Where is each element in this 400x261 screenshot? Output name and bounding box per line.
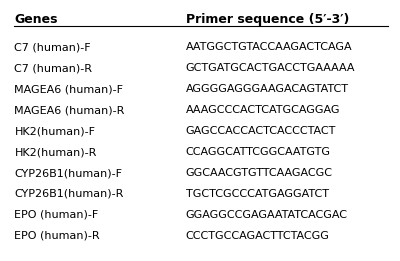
Text: C7 (human)-F: C7 (human)-F: [14, 42, 91, 52]
Text: EPO (human)-R: EPO (human)-R: [14, 231, 100, 241]
Text: GAGCCACCACTCACCCTACT: GAGCCACCACTCACCCTACT: [186, 126, 336, 136]
Text: GGAGGCCGAGAATATCACGAC: GGAGGCCGAGAATATCACGAC: [186, 210, 348, 220]
Text: Genes: Genes: [14, 13, 58, 26]
Text: Primer sequence (5′-3′): Primer sequence (5′-3′): [186, 13, 349, 26]
Text: GGCAACGTGTTCAAGACGC: GGCAACGTGTTCAAGACGC: [186, 168, 333, 178]
Text: MAGEA6 (human)-F: MAGEA6 (human)-F: [14, 84, 124, 94]
Text: AGGGGAGGGAAGACAGTATCT: AGGGGAGGGAAGACAGTATCT: [186, 84, 349, 94]
Text: CYP26B1(human)-R: CYP26B1(human)-R: [14, 189, 124, 199]
Text: TGCTCGCCCATGAGGATCT: TGCTCGCCCATGAGGATCT: [186, 189, 329, 199]
Text: MAGEA6 (human)-R: MAGEA6 (human)-R: [14, 105, 125, 115]
Text: C7 (human)-R: C7 (human)-R: [14, 63, 92, 73]
Text: GCTGATGCACTGACCTGAAAAA: GCTGATGCACTGACCTGAAAAA: [186, 63, 355, 73]
Text: CYP26B1(human)-F: CYP26B1(human)-F: [14, 168, 122, 178]
Text: CCAGGCATTCGGCAATGTG: CCAGGCATTCGGCAATGTG: [186, 147, 331, 157]
Text: HK2(human)-R: HK2(human)-R: [14, 147, 97, 157]
Text: AAAGCCCACTCATGCAGGAG: AAAGCCCACTCATGCAGGAG: [186, 105, 340, 115]
Text: EPO (human)-F: EPO (human)-F: [14, 210, 99, 220]
Text: HK2(human)-F: HK2(human)-F: [14, 126, 96, 136]
Text: CCCTGCCAGACTTCTACGG: CCCTGCCAGACTTCTACGG: [186, 231, 330, 241]
Text: AATGGCTGTACCAAGACTCAGA: AATGGCTGTACCAAGACTCAGA: [186, 42, 352, 52]
